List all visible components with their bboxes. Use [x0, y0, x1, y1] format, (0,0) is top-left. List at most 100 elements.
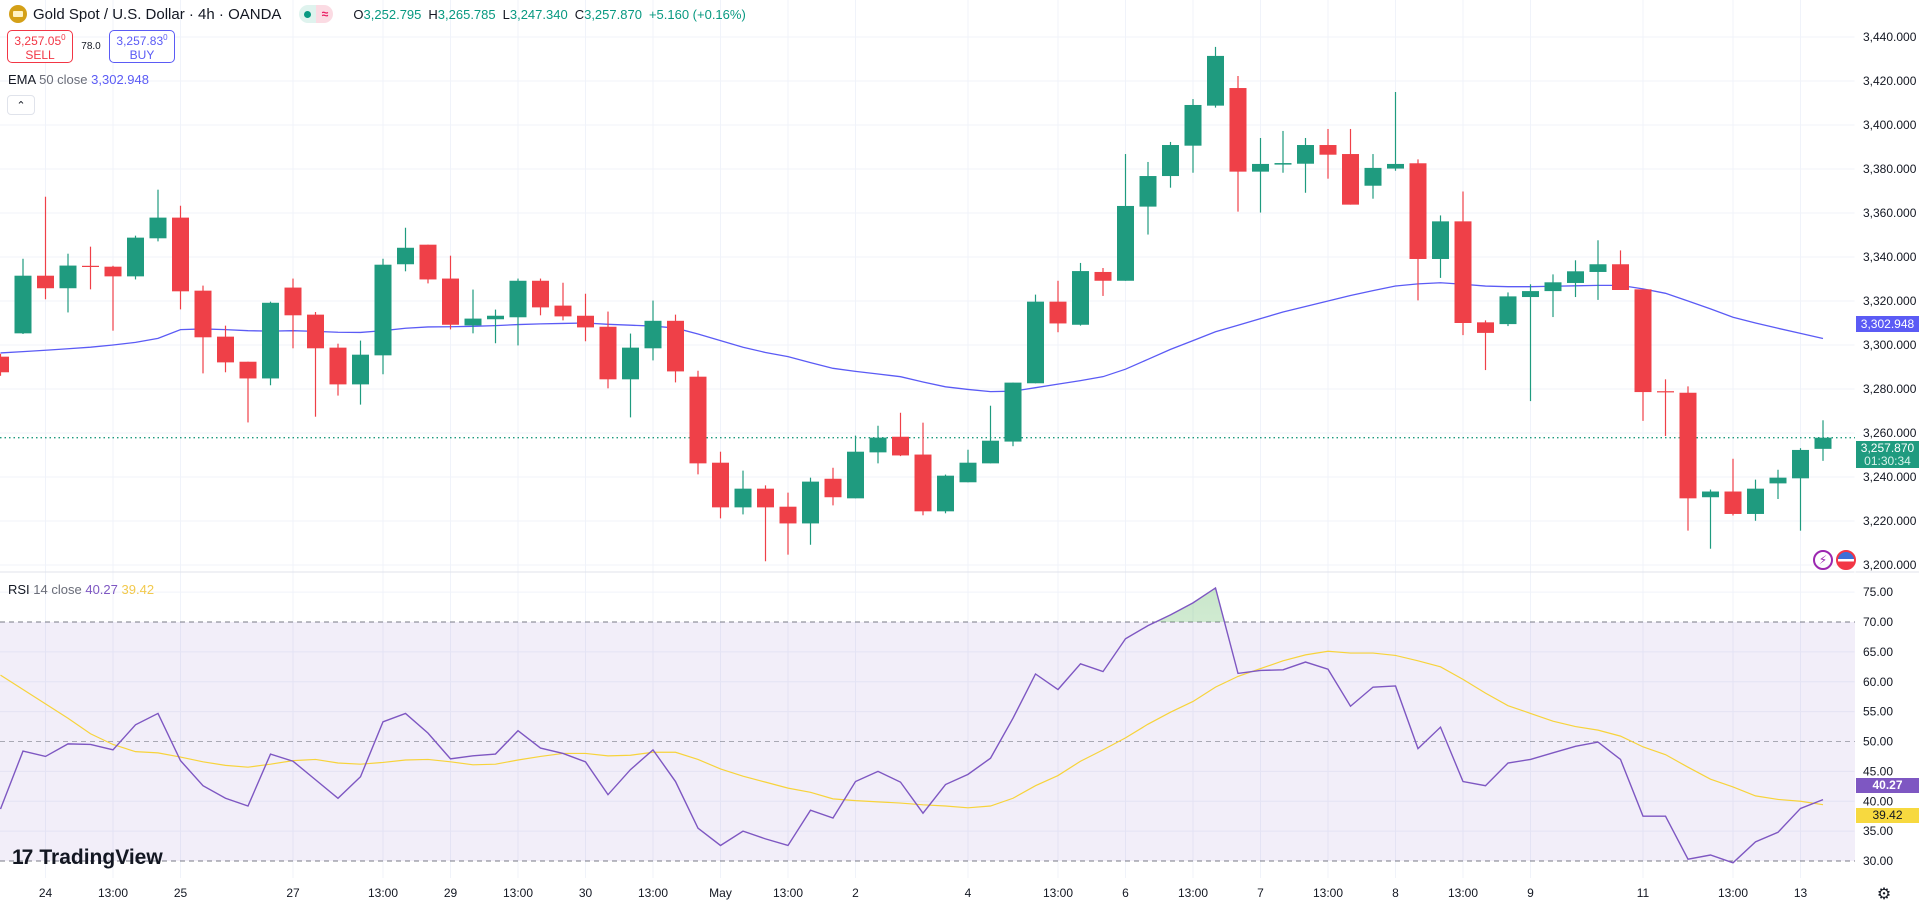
- candle[interactable]: [847, 435, 864, 499]
- candle[interactable]: [1139, 161, 1157, 235]
- candle[interactable]: [577, 293, 594, 342]
- candle[interactable]: [779, 492, 797, 555]
- candle[interactable]: [1702, 489, 1719, 549]
- candle[interactable]: [374, 258, 392, 375]
- close-label: C: [574, 6, 585, 22]
- candle[interactable]: [1544, 274, 1562, 318]
- candle[interactable]: [1792, 448, 1809, 531]
- candle[interactable]: [1297, 137, 1314, 193]
- candle[interactable]: [307, 312, 324, 417]
- candle[interactable]: [1027, 294, 1044, 384]
- candle[interactable]: [1049, 280, 1067, 333]
- candle[interactable]: [644, 300, 662, 361]
- candle[interactable]: [667, 314, 684, 383]
- candle[interactable]: [937, 474, 954, 514]
- ema-legend[interactable]: EMA 50 close 3,302.948: [8, 72, 149, 87]
- candle[interactable]: [1252, 137, 1269, 213]
- candle[interactable]: [1814, 420, 1832, 461]
- candle[interactable]: [1184, 99, 1202, 173]
- candle[interactable]: [1567, 260, 1584, 298]
- candle[interactable]: [239, 361, 257, 423]
- candle[interactable]: [599, 311, 617, 389]
- candle[interactable]: [1229, 75, 1247, 212]
- candle-body: [1319, 145, 1337, 155]
- candle[interactable]: [1319, 128, 1337, 179]
- rsi-line[interactable]: [0, 586, 1824, 864]
- candle[interactable]: [262, 301, 279, 386]
- candle[interactable]: [959, 449, 977, 483]
- candle[interactable]: [982, 405, 999, 464]
- candle[interactable]: [1612, 250, 1629, 290]
- candle[interactable]: [14, 258, 32, 334]
- settings-gear-icon[interactable]: ⚙: [1876, 886, 1892, 903]
- candle[interactable]: [464, 289, 482, 334]
- candle[interactable]: [1769, 469, 1787, 499]
- tradingview-logo[interactable]: 17 TradingView: [12, 846, 163, 870]
- rsi-ma-line[interactable]: [0, 650, 1824, 809]
- collapse-indicators-button[interactable]: ⌃: [7, 95, 35, 115]
- candle[interactable]: [554, 282, 572, 321]
- candle[interactable]: [509, 278, 527, 346]
- candle[interactable]: [1747, 479, 1764, 521]
- candle[interactable]: [824, 467, 842, 506]
- candle[interactable]: [284, 278, 302, 349]
- candle[interactable]: [1679, 386, 1697, 531]
- candle[interactable]: [1589, 240, 1607, 300]
- candle[interactable]: [442, 255, 459, 330]
- candle[interactable]: [487, 309, 504, 344]
- candle[interactable]: [329, 343, 347, 396]
- candle[interactable]: [532, 278, 549, 316]
- candle[interactable]: [172, 205, 189, 310]
- market-status-pill[interactable]: ≈: [299, 5, 334, 23]
- candle[interactable]: [194, 285, 212, 374]
- candle[interactable]: [127, 235, 144, 280]
- ema-line[interactable]: [0, 282, 1824, 393]
- candle[interactable]: [712, 451, 729, 519]
- candle[interactable]: [1274, 130, 1292, 173]
- candle[interactable]: [622, 333, 639, 418]
- candle[interactable]: [419, 244, 437, 284]
- candle[interactable]: [892, 412, 909, 457]
- candle[interactable]: [1117, 154, 1134, 281]
- candle[interactable]: [1454, 191, 1472, 336]
- candle[interactable]: [1499, 292, 1517, 327]
- candle[interactable]: [1162, 141, 1179, 188]
- candle[interactable]: [914, 422, 932, 516]
- lightning-event-icon[interactable]: ⚡: [1813, 550, 1833, 570]
- candle[interactable]: [352, 340, 369, 405]
- sell-button[interactable]: 3,257.050 SELL: [7, 30, 73, 63]
- candle[interactable]: [82, 246, 99, 290]
- candle[interactable]: [1004, 382, 1022, 447]
- candle[interactable]: [1072, 262, 1089, 326]
- candle[interactable]: [59, 253, 77, 313]
- candle[interactable]: [757, 485, 774, 562]
- candle[interactable]: [0, 353, 9, 376]
- candle[interactable]: [869, 425, 887, 464]
- candle[interactable]: [1364, 154, 1382, 199]
- candle[interactable]: [397, 227, 414, 272]
- candle[interactable]: [217, 325, 234, 373]
- symbol-title[interactable]: Gold Spot / U.S. Dollar · 4h · OANDA: [33, 5, 282, 23]
- candle-body: [869, 437, 887, 453]
- candle[interactable]: [1657, 379, 1674, 437]
- candle[interactable]: [104, 265, 122, 331]
- candle[interactable]: [1432, 215, 1449, 278]
- candle[interactable]: [1522, 284, 1539, 402]
- candle[interactable]: [1387, 92, 1404, 171]
- candle[interactable]: [1342, 128, 1359, 205]
- candle[interactable]: [1207, 46, 1224, 108]
- rsi-legend[interactable]: RSI 14 close 40.27 39.42: [8, 582, 154, 597]
- us-flag-event-icon[interactable]: [1836, 550, 1856, 570]
- buy-button[interactable]: 3,257.830 BUY: [109, 30, 175, 63]
- candle[interactable]: [1409, 159, 1427, 301]
- candle[interactable]: [734, 470, 752, 515]
- candle[interactable]: [37, 196, 54, 300]
- candle[interactable]: [1724, 458, 1742, 516]
- candle[interactable]: [149, 189, 167, 242]
- candle[interactable]: [1094, 268, 1112, 296]
- candle[interactable]: [689, 370, 707, 475]
- candle[interactable]: [802, 477, 819, 545]
- candle[interactable]: [1634, 289, 1652, 421]
- candle[interactable]: [1477, 320, 1494, 371]
